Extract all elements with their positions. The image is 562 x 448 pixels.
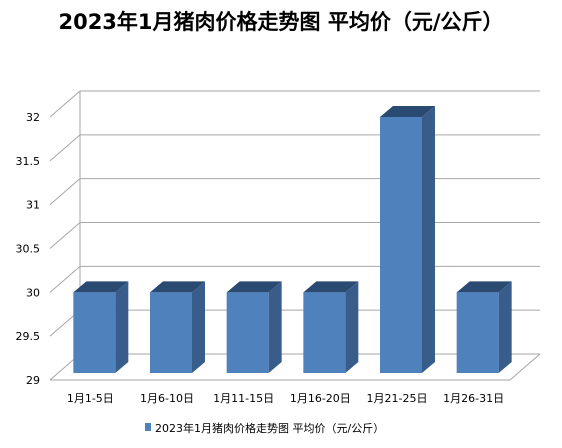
x-tick-label: 1月16-20日 (290, 392, 351, 405)
bar (380, 117, 422, 373)
bar (226, 292, 269, 373)
x-tick-label: 1月26-31日 (443, 392, 504, 405)
bar-side (115, 281, 129, 373)
legend-label: 2023年1月猪肉价格走势图 平均价（元/公斤） (155, 421, 384, 435)
chart-title: 2023年1月猪肉价格走势图 平均价（元/公斤） (58, 10, 504, 34)
bar-side (345, 281, 359, 373)
bar-top (73, 281, 129, 293)
y-tick-label: 30.5 (16, 243, 41, 256)
bar-top (303, 281, 359, 293)
y-tick-label: 32 (26, 111, 40, 124)
y-tick-label: 31.5 (16, 155, 41, 168)
y-tick-label: 29 (26, 374, 40, 387)
bar-side (422, 106, 435, 373)
gridline-depth (49, 134, 81, 162)
x-tick-label: 1月6-10日 (140, 392, 194, 405)
bar (303, 292, 346, 373)
bar-side (498, 281, 512, 373)
bar-top (150, 281, 205, 293)
gridline-depth (49, 265, 81, 293)
bar (73, 292, 116, 373)
x-tick-label: 1月11-15日 (213, 392, 274, 405)
bar-top (456, 281, 512, 293)
bar-top (380, 106, 435, 117)
bar-side (192, 281, 205, 373)
legend-swatch (145, 423, 151, 431)
bar-side (268, 281, 282, 373)
bar-top (226, 281, 282, 293)
gridline-depth (49, 178, 81, 206)
y-tick-label: 31 (26, 199, 40, 212)
gridline-depth (49, 90, 81, 118)
x-tick-label: 1月1-5日 (67, 392, 114, 405)
floor-edge-right (509, 353, 541, 381)
y-tick-label: 29.5 (16, 330, 41, 343)
x-tick-label: 1月21-25日 (367, 392, 428, 405)
bar (150, 292, 192, 373)
bar (456, 292, 499, 373)
y-tick-label: 30 (26, 286, 40, 299)
gridline-depth (49, 222, 81, 249)
